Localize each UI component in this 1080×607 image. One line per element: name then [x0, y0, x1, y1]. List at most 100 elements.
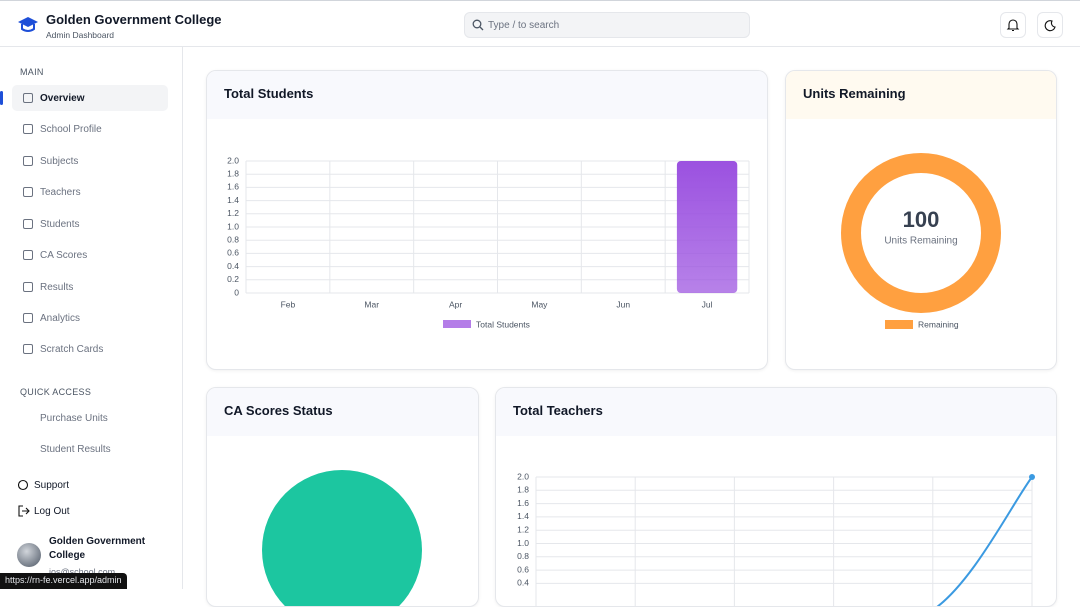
nav-label: Analytics [40, 312, 81, 324]
nav-item[interactable]: Scratch Cards [12, 336, 168, 362]
nav-item[interactable]: Teachers [12, 179, 168, 205]
nav-item[interactable]: School Profile [12, 116, 168, 142]
search-placeholder: Type / to search [488, 20, 560, 31]
user-name: Golden Government College [49, 536, 146, 561]
link-label: Support [34, 479, 70, 491]
icon [23, 413, 33, 423]
nav-label: Scratch Cards [40, 343, 104, 355]
y-tick-label: 2.0 [517, 471, 529, 481]
notifications-button[interactable] [1000, 12, 1026, 38]
y-tick-label: 0.8 [517, 551, 529, 561]
theme-button[interactable] [1037, 12, 1063, 38]
legend-label: Remaining [918, 319, 959, 329]
x-tick-label: May [531, 299, 548, 309]
section-title: MAIN [20, 67, 44, 77]
pie-slice [262, 470, 422, 606]
icon [18, 505, 30, 517]
nav-label: Students [40, 218, 80, 230]
card-title: CA Scores Status [207, 388, 478, 436]
logout-link[interactable]: Log Out [18, 505, 70, 517]
icon [23, 187, 33, 197]
nav-item[interactable]: Results [12, 274, 168, 300]
y-tick-label: 1.8 [227, 168, 239, 178]
chart: 100 Units Remaining Remaining [841, 153, 1001, 329]
chart: 0.4 0.6 0.8 1.0 1.2 1.4 1.6 1.8 2.0 [517, 471, 1035, 606]
chart [262, 470, 422, 606]
y-tick-label: 0.8 [227, 234, 239, 244]
active-indicator [0, 91, 3, 105]
y-tick-label: 1.6 [227, 182, 239, 192]
nav-label: CA Scores [40, 249, 88, 261]
link-label: Log Out [34, 505, 70, 517]
support-link[interactable]: Support [18, 479, 69, 491]
app-subtitle: Admin Dashboard [46, 30, 115, 40]
logo [18, 17, 38, 32]
icon [23, 156, 33, 166]
top-bar: Golden Government College Admin Dashboar… [0, 0, 1080, 47]
x-tick-label: Apr [449, 299, 462, 309]
center-label: Units Remaining [884, 236, 957, 247]
card-title: Total Teachers [496, 388, 1056, 436]
y-tick-label: 1.2 [517, 524, 529, 534]
nav-item[interactable]: Purchase Units [12, 405, 168, 431]
bar [676, 161, 738, 293]
icon [23, 124, 33, 134]
icon [18, 479, 29, 491]
sidebar: MAIN Overview School Profile Subjects Teache… [0, 47, 183, 589]
x-tick-label: Mar [364, 299, 379, 309]
line [936, 476, 1033, 606]
x-tick-label: Jun [616, 299, 630, 309]
icon [23, 93, 33, 103]
nav-label: Purchase Units [40, 412, 108, 424]
card-title: Units Remaining [786, 71, 1056, 119]
y-tick-label: 0 [234, 287, 239, 297]
legend-label: Total Students [476, 319, 530, 329]
avatar [17, 543, 41, 567]
section-title: QUICK ACCESS [20, 387, 92, 397]
nav-label: Student Results [40, 443, 111, 455]
y-tick-label: 0.2 [227, 274, 239, 284]
app-title: Golden Government College [46, 12, 222, 27]
icon [23, 313, 33, 323]
point [1029, 474, 1035, 480]
nav-item[interactable]: Students [12, 211, 168, 237]
card: Total Teachers 0.4 0.6 0.8 1.0 1.2 1.4 1.6 1.8 2.… [495, 387, 1057, 607]
nav-label: Overview [40, 92, 85, 104]
card: Units Remaining 100 Units Remaining Remaini… [785, 70, 1057, 370]
icon [23, 219, 33, 229]
card-title: Total Students [207, 71, 767, 119]
icon [23, 250, 33, 260]
status-url: https://rn-fe.vercel.app/admin [0, 573, 127, 589]
y-tick-label: 1.4 [227, 195, 239, 205]
x-tick-label: Jul [702, 299, 713, 309]
icon [23, 282, 33, 292]
x-tick-label: Feb [281, 299, 296, 309]
nav-item[interactable]: Student Results [12, 436, 168, 462]
search-icon [472, 19, 484, 31]
y-tick-label: 1.8 [517, 485, 529, 495]
bell-icon [1006, 19, 1020, 32]
nav-item[interactable]: CA Scores [12, 242, 168, 268]
y-tick-label: 1.0 [517, 538, 529, 548]
chart: 0 0.2 0.4 0.6 0.8 1.0 1.2 1.4 1.6 1.8 2.0 Total Stu… [227, 155, 750, 329]
icon [23, 444, 33, 454]
y-tick-label: 1.4 [517, 511, 529, 521]
nav-item[interactable]: Subjects [12, 148, 168, 174]
y-tick-label: 1.6 [517, 498, 529, 508]
y-tick-label: 1.2 [227, 208, 239, 218]
y-tick-label: 1.0 [227, 221, 239, 231]
nav-item[interactable]: Analytics [12, 305, 168, 331]
icon [23, 344, 33, 354]
donut-segment [841, 153, 1001, 313]
y-tick-label: 0.4 [517, 578, 529, 588]
nav-label: Results [40, 281, 74, 293]
card: CA Scores Status [206, 387, 479, 607]
user-email: jos@school.com [49, 567, 116, 577]
nav-label: School Profile [40, 123, 102, 135]
nav-item[interactable]: Overview [12, 85, 168, 111]
center-value: 100 [903, 207, 940, 232]
search-box[interactable]: Type / to search [464, 12, 750, 38]
y-tick-label: 0.6 [517, 564, 529, 574]
nav-label: Teachers [40, 186, 81, 198]
